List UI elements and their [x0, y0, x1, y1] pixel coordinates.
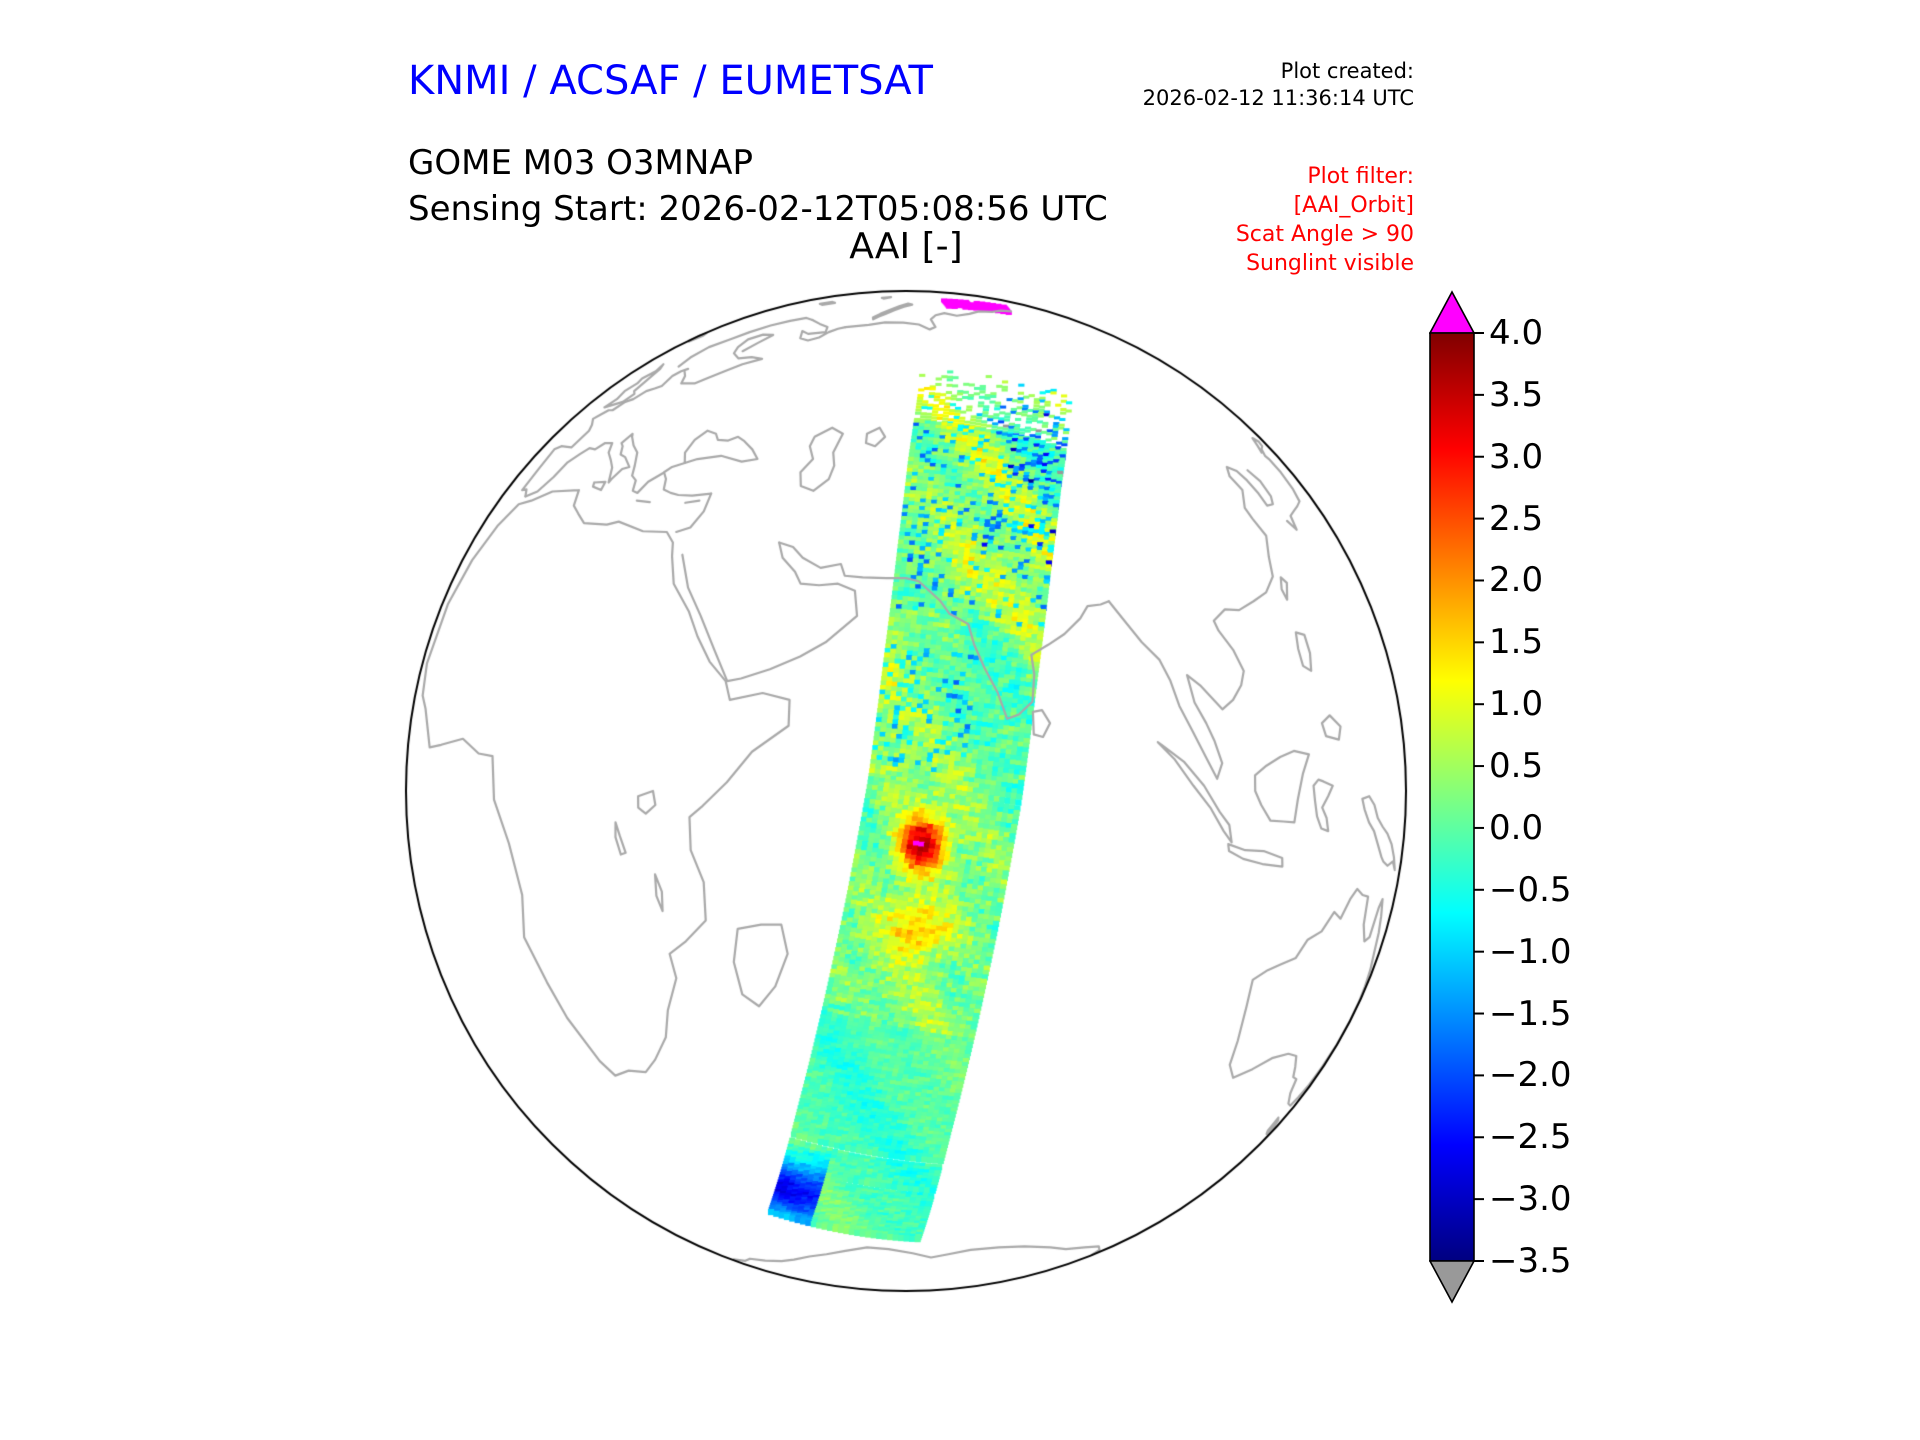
colorbar-tick-label: 0.0 [1489, 807, 1544, 848]
colorbar-tick-label: 2.0 [1489, 560, 1544, 601]
plot-filter-scat-angle: Scat Angle > 90 [1235, 222, 1414, 247]
colorbar-tick-label: −1.0 [1489, 931, 1572, 972]
colorbar-tick-label: −3.0 [1489, 1179, 1572, 1220]
colorbar-svg [1428, 290, 1484, 1304]
plot-created-label: Plot created: [1280, 59, 1414, 83]
plot-filter-block: Plot filter: [AAI_Orbit] Scat Angle > 90… [1236, 162, 1414, 278]
colorbar-ticks [1474, 332, 1484, 1262]
colorbar-tick-label: 1.5 [1489, 622, 1544, 663]
colorbar-tick-label: 2.5 [1489, 498, 1544, 539]
colorbar-tick-label: 3.5 [1489, 374, 1544, 415]
colorbar-tick-label: 4.0 [1489, 313, 1544, 353]
colorbar-tick-label: −2.5 [1489, 1117, 1572, 1158]
colorbar-over-arrow [1428, 290, 1476, 334]
colorbar-tick-label: 1.0 [1489, 684, 1544, 725]
colorbar-gradient [1429, 332, 1475, 1262]
colorbar-tick-label: −2.0 [1489, 1055, 1572, 1096]
product-block: GOME M03 O3MNAP Sensing Start: 2026-02-1… [408, 140, 1108, 232]
colorbar-tick-label: 0.5 [1489, 746, 1544, 787]
plot-created-block: Plot created: 2026-02-12 11:36:14 UTC [1143, 58, 1414, 112]
colorbar-tick-label: −0.5 [1489, 869, 1572, 910]
colorbar-under-arrow [1428, 1260, 1476, 1304]
colorbar [1428, 289, 1487, 1309]
agency-title: KNMI / ACSAF / EUMETSAT [408, 58, 933, 104]
product-id: GOME M03 O3MNAP [408, 143, 754, 183]
plot-created-timestamp: 2026-02-12 11:36:14 UTC [1142, 86, 1414, 110]
plot-filter-sunglint: Sunglint visible [1246, 251, 1414, 276]
plot-filter-orbit: [AAI_Orbit] [1293, 193, 1414, 218]
colorbar-tick-label: −3.5 [1489, 1241, 1572, 1281]
plot-title: AAI [-] [849, 226, 963, 267]
colorbar-tick-label: 3.0 [1489, 436, 1544, 477]
colorbar-tick-label: −1.5 [1489, 993, 1572, 1034]
sensing-start: Sensing Start: 2026-02-12T05:08:56 UTC [408, 189, 1108, 229]
plot-filter-title: Plot filter: [1307, 164, 1414, 189]
